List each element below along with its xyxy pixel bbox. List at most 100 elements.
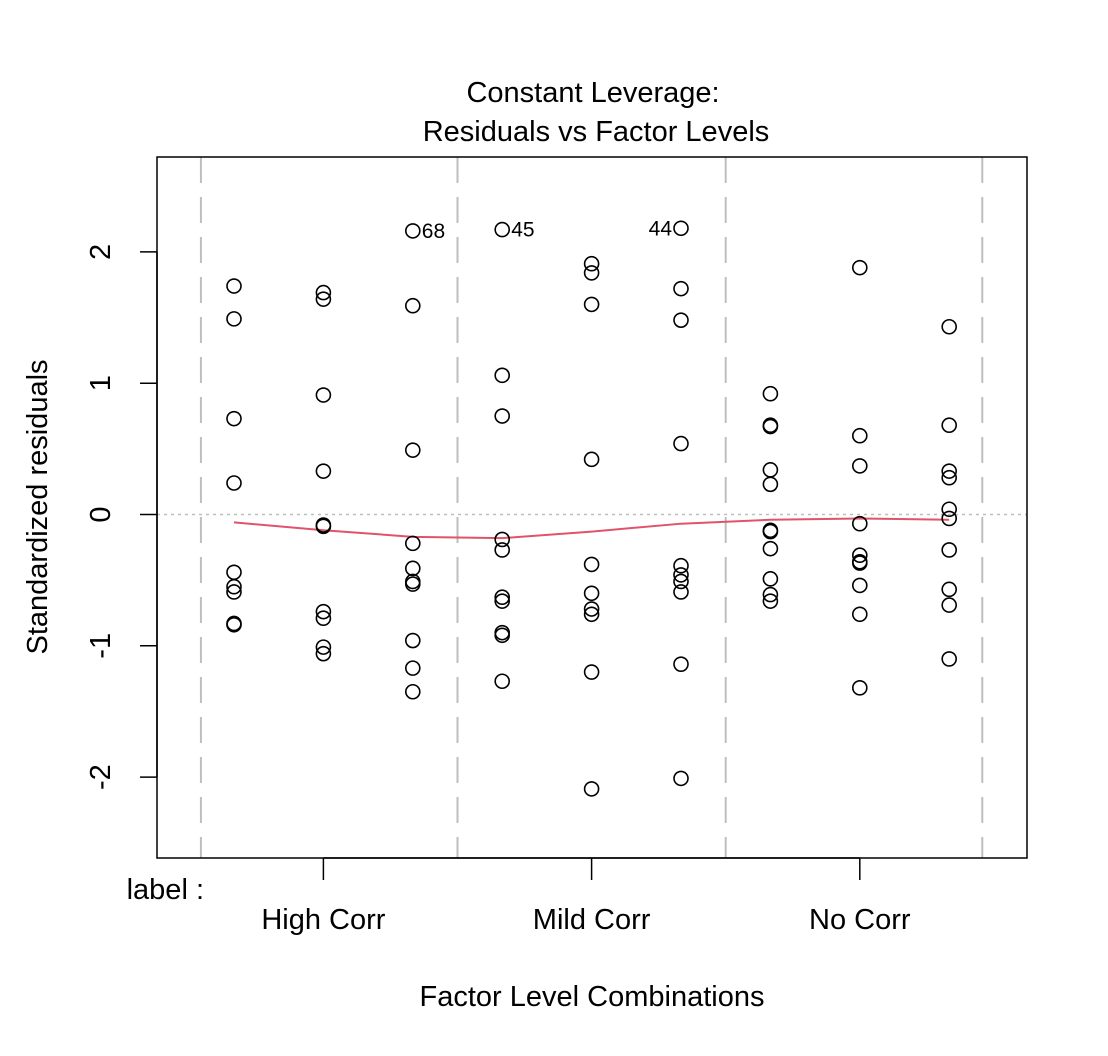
x-tick-label: No Corr bbox=[809, 904, 911, 936]
data-point bbox=[851, 458, 868, 474]
data-point bbox=[583, 585, 600, 602]
data-point bbox=[315, 387, 332, 403]
data-point bbox=[851, 515, 868, 532]
data-point bbox=[762, 476, 779, 493]
data-point bbox=[673, 573, 689, 590]
factor-label: label : bbox=[127, 874, 204, 906]
data-point bbox=[673, 656, 689, 672]
data-point bbox=[762, 523, 779, 540]
data-point bbox=[494, 221, 511, 238]
data-point bbox=[583, 556, 600, 573]
data-point bbox=[494, 593, 511, 609]
data-point bbox=[404, 560, 421, 577]
y-tick-label: -2 bbox=[85, 764, 117, 790]
data-point bbox=[494, 367, 511, 384]
data-point bbox=[941, 318, 958, 335]
data-point bbox=[404, 223, 421, 239]
data-point bbox=[673, 435, 689, 452]
data-point bbox=[673, 280, 689, 297]
data-point bbox=[583, 451, 600, 468]
data-point bbox=[762, 418, 779, 435]
data-point bbox=[673, 312, 689, 328]
y-axis: -2 -1 0 1 2 bbox=[85, 244, 158, 790]
data-point bbox=[404, 683, 421, 700]
x-tick-label: High Corr bbox=[261, 904, 385, 936]
data-point bbox=[941, 501, 958, 518]
data-point bbox=[941, 542, 958, 558]
data-point bbox=[494, 673, 511, 690]
data-point bbox=[315, 284, 332, 301]
data-point bbox=[404, 442, 421, 458]
data-point bbox=[673, 584, 689, 600]
data-point bbox=[941, 469, 958, 486]
x-axis: High Corr Mild Corr No Corr bbox=[261, 857, 911, 936]
y-axis-title: Standardized residuals bbox=[22, 359, 54, 654]
data-point bbox=[941, 581, 958, 598]
data-point bbox=[851, 259, 868, 276]
data-point bbox=[583, 601, 600, 617]
data-point bbox=[583, 664, 600, 680]
y-tick-label: -1 bbox=[85, 633, 117, 659]
data-point bbox=[226, 475, 242, 491]
group-boundary-lines bbox=[199, 157, 984, 858]
data-point bbox=[315, 463, 332, 479]
data-point bbox=[315, 603, 332, 620]
data-points bbox=[226, 220, 958, 797]
data-point bbox=[404, 632, 421, 649]
data-point bbox=[762, 593, 779, 609]
data-point bbox=[226, 578, 242, 595]
x-axis-title: Factor Level Combinations bbox=[420, 981, 765, 1013]
data-point bbox=[851, 680, 868, 696]
y-tick-label: 2 bbox=[85, 244, 117, 260]
data-point bbox=[583, 255, 600, 272]
data-point bbox=[583, 781, 600, 797]
chart-subtitle: Residuals vs Factor Levels bbox=[423, 116, 770, 148]
data-point bbox=[762, 385, 779, 402]
data-point bbox=[673, 770, 689, 787]
data-point bbox=[851, 555, 868, 571]
data-point bbox=[673, 220, 689, 237]
point-label: 45 bbox=[511, 219, 534, 242]
data-point bbox=[494, 408, 511, 424]
data-point bbox=[762, 540, 779, 557]
data-point bbox=[404, 535, 421, 552]
data-point bbox=[851, 547, 868, 564]
data-point bbox=[494, 627, 511, 644]
data-point bbox=[226, 584, 242, 600]
data-point bbox=[226, 311, 242, 327]
data-point bbox=[941, 651, 958, 667]
data-point bbox=[762, 571, 779, 587]
data-point bbox=[941, 463, 958, 479]
data-point bbox=[494, 542, 511, 558]
y-tick-label: 0 bbox=[85, 506, 117, 522]
data-point bbox=[404, 297, 421, 314]
data-point bbox=[494, 589, 511, 606]
data-point bbox=[226, 616, 242, 633]
point-labels: 68 45 44 bbox=[422, 217, 673, 243]
data-point bbox=[941, 417, 958, 434]
data-point bbox=[851, 606, 868, 623]
data-point bbox=[226, 410, 242, 427]
data-point bbox=[315, 639, 332, 655]
chart-title: Constant Leverage: bbox=[466, 77, 719, 109]
data-point bbox=[762, 586, 779, 603]
data-point bbox=[583, 606, 600, 623]
data-point bbox=[673, 567, 689, 583]
y-tick-label: 1 bbox=[85, 375, 117, 391]
data-point bbox=[315, 518, 332, 535]
data-point bbox=[851, 427, 868, 444]
data-point bbox=[583, 296, 600, 313]
data-point bbox=[851, 577, 868, 594]
data-point bbox=[315, 610, 332, 627]
point-label: 44 bbox=[649, 217, 673, 240]
data-point bbox=[583, 265, 600, 281]
data-point bbox=[941, 597, 958, 613]
data-point bbox=[226, 278, 242, 294]
data-point bbox=[315, 645, 332, 662]
data-point bbox=[673, 557, 689, 574]
data-point bbox=[404, 576, 421, 592]
data-point bbox=[404, 660, 421, 676]
x-tick-label: Mild Corr bbox=[533, 904, 651, 936]
data-point bbox=[494, 531, 511, 548]
